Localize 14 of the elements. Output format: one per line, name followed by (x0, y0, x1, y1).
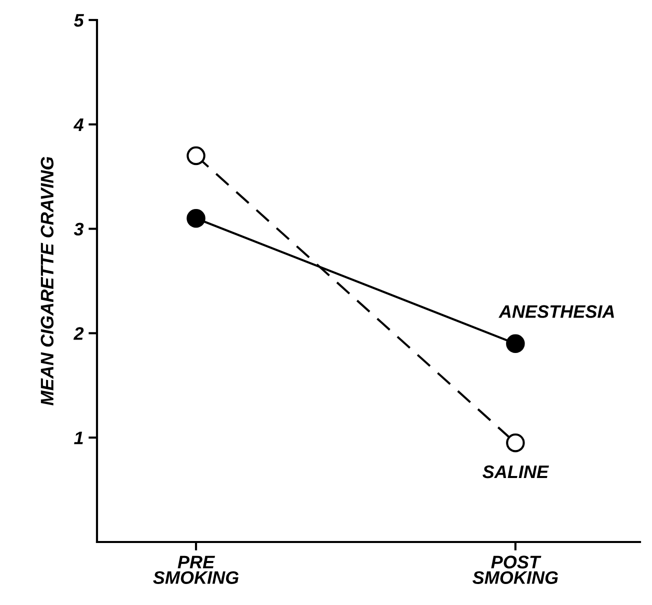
y-axis-title: MEAN CIGARETTE CRAVING (40, 156, 54, 406)
y-tick-label: 4 (73, 118, 84, 131)
series-label: ANESTHESIA (498, 305, 614, 318)
point (186, 146, 206, 166)
series-label: SALINE (482, 465, 549, 478)
point (506, 334, 525, 354)
y-tick-label: 5 (74, 14, 84, 27)
y-tick-label: 2 (73, 327, 84, 340)
point (186, 208, 206, 228)
point (506, 433, 525, 452)
y-tick-label: 1 (74, 432, 83, 444)
x-tick-label: POST SMOKING (472, 556, 558, 584)
y-tick-label: 3 (74, 222, 84, 236)
x-tick-label: PRE SMOKING (153, 556, 239, 584)
